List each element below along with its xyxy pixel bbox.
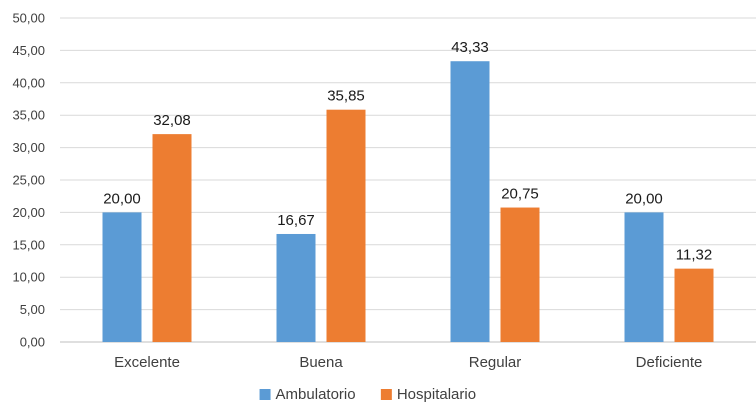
- bar-hospitalario-regular: [500, 207, 540, 342]
- x-category-label: Excelente: [114, 354, 180, 371]
- data-label: 11,32: [676, 247, 712, 264]
- y-tick-label: 25,00: [12, 173, 45, 188]
- y-tick-label: 5,00: [20, 302, 45, 317]
- data-label: 32,08: [153, 112, 191, 129]
- y-tick-label: 45,00: [12, 43, 45, 58]
- y-tick-label: 0,00: [20, 335, 45, 350]
- bar-hospitalario-buena: [326, 109, 366, 342]
- bars: [102, 61, 714, 343]
- y-tick-label: 20,00: [12, 205, 45, 220]
- x-category-label: Regular: [469, 354, 522, 371]
- bar-hospitalario-deficiente: [674, 268, 714, 342]
- y-axis-ticks: 0,00 5,00 10,00 15,00 20,00 25,00 30,00 35,00 40…: [12, 11, 45, 350]
- y-tick-label: 35,00: [12, 108, 45, 123]
- data-labels: 20,00 32,08 16,67 35,85 43,33 20,75 20,00 11,32: [103, 39, 712, 263]
- y-tick-label: 15,00: [12, 237, 45, 252]
- data-label: 20,00: [625, 190, 663, 207]
- legend-swatch-ambulatorio: [259, 389, 271, 400]
- y-tick-label: 30,00: [12, 140, 45, 155]
- x-axis-categories: Excelente Buena Regular Deficiente: [114, 354, 702, 371]
- legend-label-hospitalario: Hospitalario: [397, 386, 476, 403]
- data-label: 20,00: [103, 190, 141, 207]
- data-label: 16,67: [277, 212, 315, 229]
- legend-label-ambulatorio: Ambulatorio: [276, 386, 356, 403]
- y-tick-label: 10,00: [12, 270, 45, 285]
- y-tick-label: 50,00: [12, 11, 45, 26]
- legend-swatch-hospitalario: [380, 389, 392, 400]
- bar-ambulatorio-excelente: [102, 212, 142, 342]
- x-category-label: Deficiente: [636, 354, 703, 371]
- data-label: 43,33: [451, 39, 489, 56]
- bar-hospitalario-excelente: [152, 134, 192, 342]
- y-tick-label: 40,00: [12, 75, 45, 90]
- bar-ambulatorio-buena: [276, 233, 316, 342]
- data-label: 20,75: [501, 186, 539, 203]
- data-label: 35,85: [327, 88, 365, 105]
- x-category-label: Buena: [299, 354, 343, 371]
- bar-ambulatorio-deficiente: [624, 212, 664, 342]
- bar-ambulatorio-regular: [450, 61, 490, 343]
- legend: Ambulatorio Hospitalario: [259, 386, 476, 403]
